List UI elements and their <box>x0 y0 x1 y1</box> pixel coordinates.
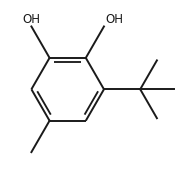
Text: OH: OH <box>105 12 123 26</box>
Text: OH: OH <box>22 12 40 26</box>
